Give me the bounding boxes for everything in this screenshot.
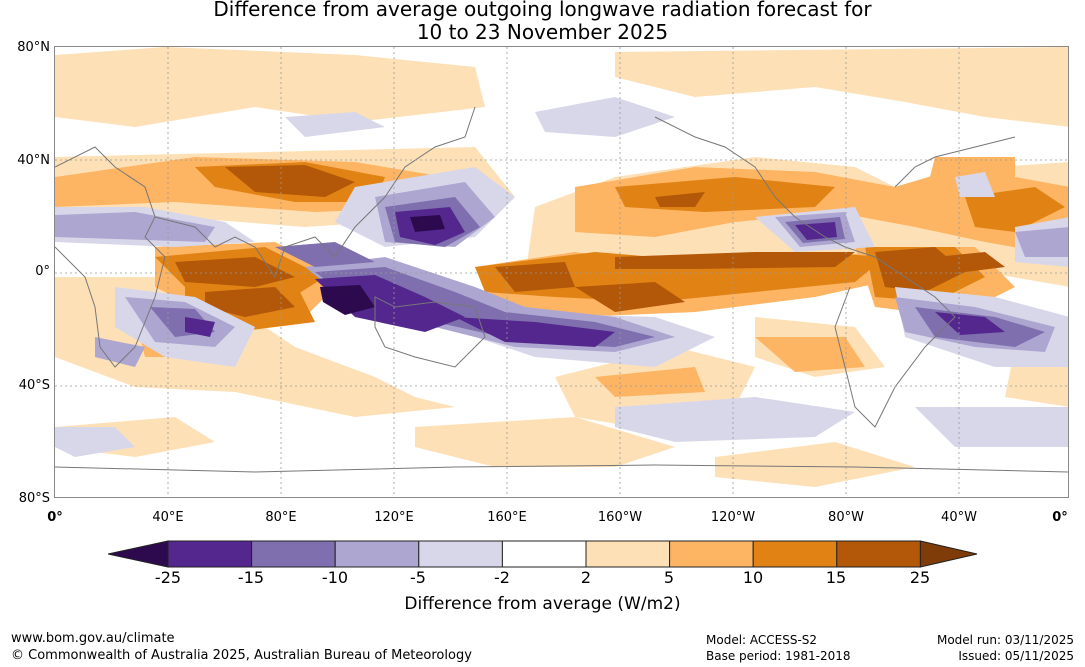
lat-label-equator: 0° [35, 264, 50, 279]
model-name: Model: ACCESS-S2 [706, 633, 818, 647]
colorbar-segment [836, 540, 921, 568]
colorbar [108, 540, 978, 568]
lon-label-0-right: 0° [1052, 510, 1068, 525]
colorbar-tick: 10 [742, 568, 764, 587]
base-period: Base period: 1981-2018 [706, 649, 851, 663]
lat-label-40n: 40°N [17, 153, 50, 168]
coastlines [55, 106, 1068, 473]
colorbar-label: Difference from average (W/m2) [404, 594, 681, 614]
colorbar-tick: -5 [410, 568, 426, 587]
model-run-date: Model run: 03/11/2025 [936, 633, 1074, 647]
negative-anomaly-below-25 [320, 215, 445, 315]
lon-label-40w: 40°W [941, 510, 977, 525]
lon-label-40e: 40°E [152, 510, 184, 525]
colorbar-tick: 5 [663, 568, 675, 587]
colorbar-tick: 15 [825, 568, 847, 587]
lon-label-160w: 160°W [597, 510, 643, 525]
lat-label-80n: 80°N [17, 40, 50, 55]
lon-label-120w: 120°W [710, 510, 756, 525]
lon-label-80w: 80°W [828, 510, 864, 525]
colorbar-segment [251, 540, 336, 568]
website-link[interactable]: www.bom.gov.au/climate [11, 631, 175, 646]
colorbar-segment [585, 540, 671, 568]
graticule [55, 47, 1068, 497]
copyright-text: © Commonwealth of Australia 2025, Austra… [11, 648, 472, 663]
map-title-line-2: 10 to 23 November 2025 [416, 20, 669, 44]
map-title-line-1: Difference from average outgoing longwav… [213, 0, 872, 21]
anomaly-field [55, 47, 1068, 497]
colorbar-high-arrow [919, 540, 978, 568]
lon-label-0-left: 0° [47, 510, 63, 525]
lon-label-160e: 160°E [487, 510, 527, 525]
lon-label-80e: 80°E [265, 510, 297, 525]
colorbar-tick: 25 [909, 568, 931, 587]
issued-date: Issued: 05/11/2025 [958, 649, 1074, 663]
lat-label-80s: 80°S [18, 491, 50, 506]
colorbar-low-arrow [108, 540, 169, 568]
colorbar-tick: -2 [494, 568, 510, 587]
colorbar-tick: -15 [237, 568, 265, 587]
colorbar-tick: -10 [321, 568, 349, 587]
colorbar-segment [752, 540, 838, 568]
colorbar-tick: -25 [154, 568, 182, 587]
colorbar-segment [167, 540, 253, 568]
positive-anomaly-15-25 [175, 165, 1005, 317]
colorbar-tick: 2 [580, 568, 592, 587]
colorbar-segment [334, 540, 420, 568]
colorbar-segment [418, 540, 503, 568]
lat-label-40s: 40°S [18, 378, 50, 393]
colorbar-segment [501, 540, 587, 568]
olr-anomaly-map [54, 46, 1069, 498]
colorbar-segment [669, 540, 754, 568]
lon-label-120e: 120°E [374, 510, 414, 525]
